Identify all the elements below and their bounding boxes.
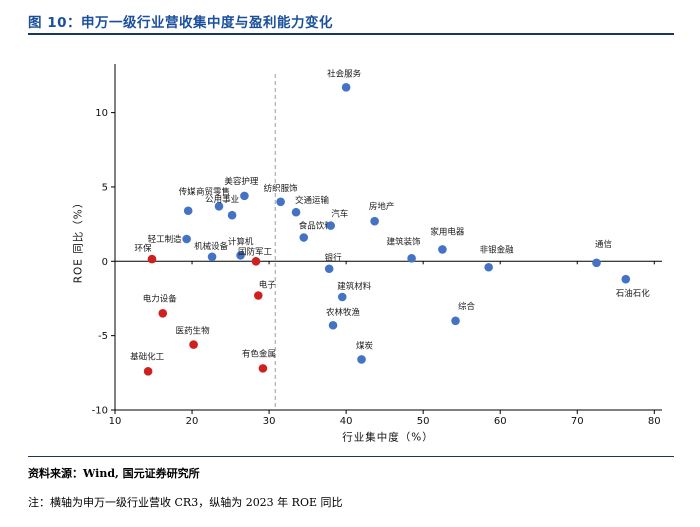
data-point-red [253, 291, 263, 300]
data-point-blue [438, 245, 447, 254]
x-tick-label: 30 [263, 416, 276, 427]
data-point-label: 社会服务 [327, 68, 362, 79]
source-line: 资料来源：Wind, 国元证券研究所 [28, 467, 200, 480]
y-axis-title: ROE 同比（%） [72, 196, 85, 284]
data-point-label: 纺织服饰 [264, 183, 299, 194]
data-point-label: 房地产 [369, 201, 395, 212]
data-point-blue [299, 233, 309, 242]
data-point-label: 建筑装饰 [387, 236, 422, 247]
data-point-red [258, 364, 268, 373]
data-point-red [158, 309, 168, 318]
x-tick-label: 40 [340, 416, 353, 427]
data-point-label: 食品饮料 [299, 221, 334, 232]
note-line: 注：横轴为申万一级行业营收 CR3，纵轴为 2023 年 ROE 同比 [28, 496, 343, 509]
data-point-label: 有色金属 [242, 348, 276, 359]
y-tick-label: 10 [95, 108, 108, 119]
title-rule [28, 33, 674, 35]
data-point-label: 美容护理 [224, 176, 259, 187]
data-point-label: 煤炭 [356, 340, 374, 351]
data-point-label: 环保 [134, 243, 152, 254]
data-point-blue [183, 206, 193, 216]
data-point-blue [484, 262, 493, 272]
data-point-blue [407, 254, 416, 263]
x-tick-label: 20 [186, 416, 199, 427]
data-point-red [251, 257, 261, 266]
data-point-blue [357, 355, 366, 364]
data-point-label: 传媒 [179, 187, 197, 198]
data-point-blue [621, 274, 631, 284]
data-point-label: 家用电器 [430, 226, 465, 237]
y-tick-label: 5 [102, 182, 108, 193]
data-point-blue [328, 320, 338, 330]
data-point-blue [291, 207, 301, 217]
data-point-label: 石油石化 [616, 288, 651, 299]
data-point-label: 通信 [595, 239, 613, 250]
data-point-label: 公用事业 [205, 194, 239, 205]
x-tick-label: 50 [417, 416, 430, 427]
data-point-blue [324, 264, 334, 274]
data-point-label: 国防军工 [238, 246, 273, 257]
data-point-label: 机械设备 [194, 241, 229, 252]
data-point-label: 电子 [259, 280, 277, 291]
data-point-blue [592, 258, 601, 268]
data-point-label: 基础化工 [130, 351, 165, 362]
data-point-label: 计算机 [228, 236, 254, 247]
data-point-blue [240, 191, 249, 201]
data-point-red [147, 254, 157, 264]
scatter-chart: -10 -5 0 5 10 10 20 30 40 50 60 70 80 社会服务传媒 商贸零售 公用事业 美… [0, 56, 700, 456]
data-point-blue [341, 83, 351, 92]
data-point-blue [214, 201, 224, 211]
data-point-label: 汽车 [331, 209, 348, 220]
data-point-label: 农林牧渔 [326, 307, 361, 318]
data-point-blue [227, 210, 237, 220]
data-point-red [143, 367, 153, 376]
data-point-blue [337, 292, 347, 302]
data-point-blue [370, 216, 379, 226]
x-tick-label: 10 [109, 416, 122, 427]
figure-title: 图 10：申万一级行业营收集中度与盈利能力变化 [28, 15, 333, 31]
data-point-label: 交通运输 [295, 195, 330, 206]
data-point-label: 非银金融 [480, 244, 515, 255]
y-tick-label: -10 [92, 406, 108, 417]
data-point-label: 建筑材料 [337, 281, 372, 292]
data-point-blue [236, 251, 245, 260]
x-tick-label: 60 [494, 416, 507, 427]
y-tick-label: 0 [102, 257, 108, 268]
data-point-label: 轻工制造 [148, 234, 183, 245]
data-point-blue [276, 197, 285, 207]
data-point-label: 综合 [458, 301, 476, 312]
data-point-red [189, 340, 198, 349]
data-point-label: 商贸零售 [196, 186, 230, 197]
footer-rule [28, 456, 674, 457]
x-tick-label: 70 [571, 416, 584, 427]
x-axis-title: 行业集中度（%） [342, 431, 434, 444]
data-point-blue [326, 221, 336, 230]
data-point-label: 医药生物 [176, 326, 211, 337]
data-point-label: 银行 [325, 253, 343, 264]
y-tick-label: -5 [98, 331, 108, 342]
x-tick-label: 80 [648, 416, 661, 427]
data-point-blue [207, 252, 217, 262]
data-point-label: 电力设备 [143, 293, 178, 304]
data-point-blue [182, 234, 191, 244]
data-point-blue [451, 316, 460, 326]
